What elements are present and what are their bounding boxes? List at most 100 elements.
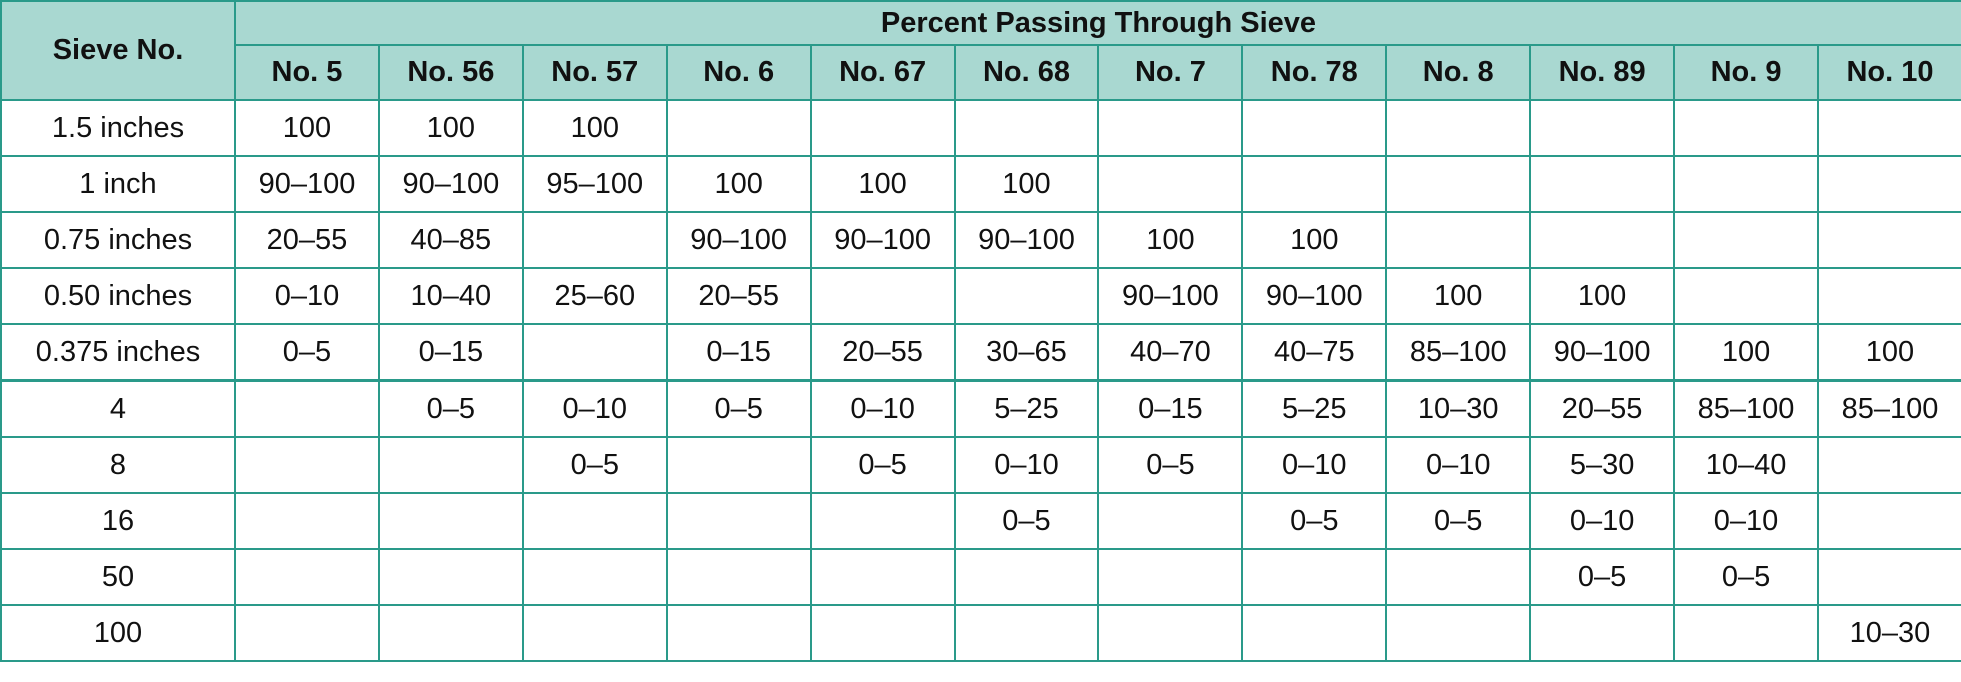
value-cell: 40–70 <box>1097 323 1244 382</box>
value-cell <box>1816 211 1961 269</box>
value-cell: 5–25 <box>953 379 1100 438</box>
value-cell <box>665 436 812 494</box>
value-cell <box>1816 99 1961 157</box>
value-cell <box>1385 99 1532 157</box>
value-cell: 0–10 <box>1529 492 1676 550</box>
value-cell: 0–10 <box>234 267 380 325</box>
value-cell <box>665 99 812 157</box>
value-cell: 40–85 <box>377 211 524 269</box>
value-cell: 0–15 <box>665 323 812 382</box>
value-cell: 20–55 <box>234 211 380 269</box>
value-cell: 90–100 <box>953 211 1100 269</box>
value-cell: 0–10 <box>953 436 1100 494</box>
value-cell <box>1816 548 1961 606</box>
value-cell <box>1385 548 1532 606</box>
grading-table: Sieve No. Percent Passing Through Sieve … <box>0 0 1961 662</box>
table-row: 4 0–5 0–10 0–5 0–10 5–25 0–15 5–25 10–30 20–55 85–… <box>0 379 1961 438</box>
value-cell <box>809 492 956 550</box>
value-cell: 100 <box>1673 323 1819 382</box>
column-header: No. 78 <box>1241 44 1388 101</box>
value-cell <box>1529 99 1676 157</box>
value-cell: 0–10 <box>1673 492 1819 550</box>
value-cell <box>1097 548 1244 606</box>
sieve-cell: 0.50 inches <box>0 267 236 325</box>
column-header: No. 57 <box>521 44 668 101</box>
table-row: 0.50 inches 0–10 10–40 25–60 20–55 90–100 90–1… <box>0 267 1961 325</box>
value-cell: 0–10 <box>809 379 956 438</box>
value-cell <box>1241 604 1388 662</box>
value-cell: 100 <box>1241 211 1388 269</box>
value-cell: 0–5 <box>521 436 668 494</box>
value-cell <box>377 436 524 494</box>
sieve-cell: 16 <box>0 492 236 550</box>
value-cell: 100 <box>377 99 524 157</box>
value-cell: 100 <box>521 99 668 157</box>
value-cell: 85–100 <box>1816 379 1961 438</box>
value-cell <box>665 548 812 606</box>
value-cell: 20–55 <box>1529 379 1676 438</box>
sieve-cell: 50 <box>0 548 236 606</box>
value-cell <box>1097 604 1244 662</box>
sieve-cell: 100 <box>0 604 236 662</box>
value-cell <box>1816 155 1961 213</box>
value-cell: 25–60 <box>521 267 668 325</box>
value-cell: 10–40 <box>377 267 524 325</box>
table-row: 100 10–30 <box>0 604 1961 662</box>
value-cell <box>377 604 524 662</box>
column-header: No. 10 <box>1816 44 1961 101</box>
value-cell: 100 <box>1097 211 1244 269</box>
value-cell: 100 <box>234 99 380 157</box>
value-cell <box>665 492 812 550</box>
value-cell: 90–100 <box>377 155 524 213</box>
table-row: 50 0–5 0–5 <box>0 548 1961 606</box>
value-cell <box>1385 211 1532 269</box>
value-cell <box>234 436 380 494</box>
value-cell: 95–100 <box>521 155 668 213</box>
value-cell <box>1097 492 1244 550</box>
value-cell: 100 <box>1529 267 1676 325</box>
value-cell: 30–65 <box>953 323 1100 382</box>
value-cell: 0–10 <box>1385 436 1532 494</box>
sieve-cell: 0.375 inches <box>0 323 236 382</box>
table-row: 0.75 inches 20–55 40–85 90–100 90–100 90–100 1… <box>0 211 1961 269</box>
value-cell: 0–5 <box>665 379 812 438</box>
table-row: 8 0–5 0–5 0–10 0–5 0–10 0–10 5–30 10–40 <box>0 436 1961 494</box>
table-row: 1.5 inches 100 100 100 <box>0 99 1961 157</box>
group-header: Percent Passing Through Sieve <box>234 0 1961 46</box>
value-cell: 85–100 <box>1673 379 1819 438</box>
sieve-cell: 8 <box>0 436 236 494</box>
value-cell <box>809 267 956 325</box>
column-header: No. 6 <box>665 44 812 101</box>
table-row: 0.375 inches 0–5 0–15 0–15 20–55 30–65 40–70 40… <box>0 323 1961 382</box>
sieve-cell: 1.5 inches <box>0 99 236 157</box>
value-cell <box>521 323 668 382</box>
value-cell: 20–55 <box>809 323 956 382</box>
value-cell: 0–5 <box>1529 548 1676 606</box>
value-cell: 0–15 <box>1097 379 1244 438</box>
value-cell: 90–100 <box>1097 267 1244 325</box>
value-cell: 0–5 <box>1673 548 1819 606</box>
value-cell <box>1241 548 1388 606</box>
value-cell <box>234 492 380 550</box>
value-cell <box>953 548 1100 606</box>
table-row: 1 inch 90–100 90–100 95–100 100 100 100 <box>0 155 1961 213</box>
value-cell: 0–5 <box>809 436 956 494</box>
value-cell <box>1816 436 1961 494</box>
value-cell <box>1816 267 1961 325</box>
value-cell <box>809 548 956 606</box>
value-cell <box>1241 155 1388 213</box>
value-cell <box>953 99 1100 157</box>
column-header: No. 9 <box>1673 44 1819 101</box>
value-cell <box>1816 492 1961 550</box>
value-cell <box>1241 99 1388 157</box>
value-cell: 0–5 <box>377 379 524 438</box>
value-cell <box>234 548 380 606</box>
value-cell <box>1673 155 1819 213</box>
value-cell <box>521 211 668 269</box>
value-cell <box>1673 267 1819 325</box>
value-cell <box>1529 211 1676 269</box>
value-cell: 0–5 <box>953 492 1100 550</box>
value-cell: 90–100 <box>1529 323 1676 382</box>
value-cell: 0–5 <box>1097 436 1244 494</box>
